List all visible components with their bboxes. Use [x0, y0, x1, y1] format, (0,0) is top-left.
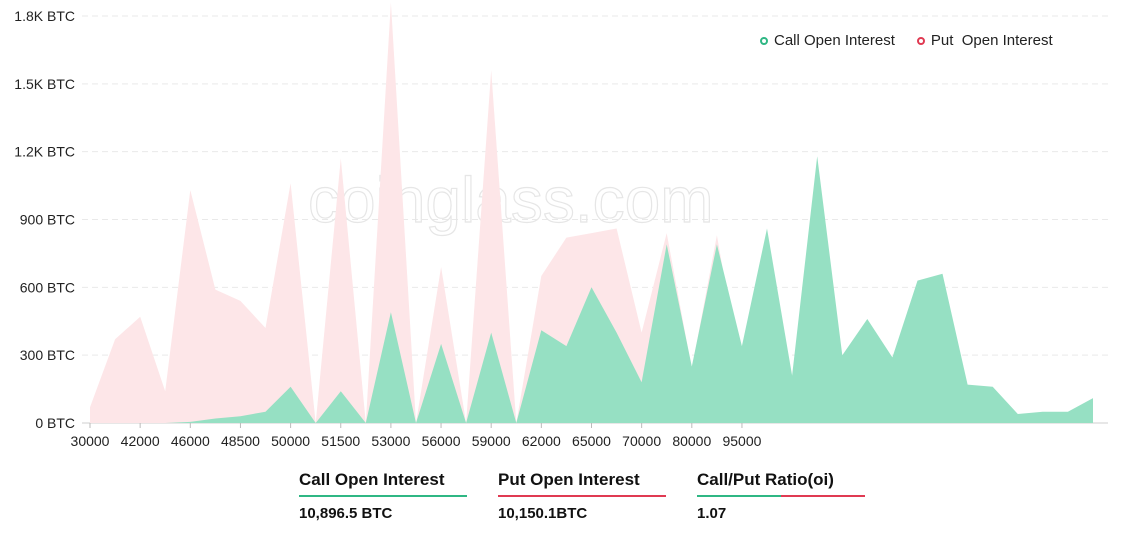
y-tick-label: 1.5K BTC [14, 76, 75, 92]
x-tick-label: 59000 [472, 433, 511, 449]
y-tick-label: 300 BTC [20, 347, 75, 363]
call-oi-underline [299, 495, 467, 497]
x-tick-label: 42000 [121, 433, 160, 449]
y-tick-label: 0 BTC [35, 415, 75, 431]
x-tick-label: 30000 [71, 433, 110, 449]
call-oi-stat: Call Open Interest 10,896.5 BTC [299, 470, 467, 522]
x-tick-label: 51500 [321, 433, 360, 449]
put-oi-underline [498, 495, 666, 497]
watermark-text: coinglass.com [308, 164, 714, 236]
y-tick-label: 1.8K BTC [14, 8, 75, 24]
y-tick-label: 1.2K BTC [14, 144, 75, 160]
ratio-stat: Call/Put Ratio(oi) 1.07 [697, 470, 865, 522]
open-interest-chart: coinglass.com 0 BTC 300 BTC 600 BTC 900 BTC… [14, 2, 1108, 449]
call-oi-label: Call Open Interest [299, 470, 445, 489]
put-open-interest-area[interactable] [90, 2, 1093, 424]
chart-legend: Call Open Interest Put Open Interest [760, 32, 1053, 49]
series-areas [90, 2, 1093, 424]
legend-put-label: Put Open Interest [930, 32, 1053, 49]
x-tick-label: 65000 [572, 433, 611, 449]
put-oi-label: Put Open Interest [498, 470, 640, 489]
x-tick-label: 95000 [722, 433, 761, 449]
legend-call-label: Call Open Interest [774, 32, 895, 49]
call-oi-value: 10,896.5 BTC [299, 505, 393, 522]
summary-stats: Call Open Interest 10,896.5 BTC Put Open… [299, 470, 865, 522]
x-tick-label: 80000 [672, 433, 711, 449]
put-legend-marker-icon [916, 36, 925, 45]
x-tick-label: 56000 [422, 433, 461, 449]
x-tick-label: 46000 [171, 433, 210, 449]
legend-item-put[interactable]: Put Open Interest [916, 32, 1053, 49]
x-tick-label: 50000 [271, 433, 310, 449]
x-axis-ticks: 30000 42000 46000 48500 50000 51500 53000 56000… [71, 423, 762, 449]
x-tick-label: 70000 [622, 433, 661, 449]
x-tick-label: 62000 [522, 433, 561, 449]
ratio-value: 1.07 [697, 505, 727, 522]
put-oi-value: 10,150.1BTC [498, 505, 588, 522]
call-open-interest-area[interactable] [90, 156, 1093, 423]
x-tick-label: 53000 [371, 433, 410, 449]
put-oi-stat: Put Open Interest 10,150.1BTC [498, 470, 666, 522]
y-tick-label: 600 BTC [20, 279, 75, 295]
y-tick-label: 900 BTC [20, 212, 75, 228]
call-legend-marker-icon [760, 36, 768, 45]
x-tick-label: 48500 [221, 433, 260, 449]
legend-item-call[interactable]: Call Open Interest [760, 32, 895, 49]
ratio-label: Call/Put Ratio(oi) [697, 470, 834, 489]
y-axis-ticks: 0 BTC 300 BTC 600 BTC 900 BTC 1.2K BTC 1.5K B… [14, 8, 75, 431]
ratio-underline [697, 495, 865, 497]
